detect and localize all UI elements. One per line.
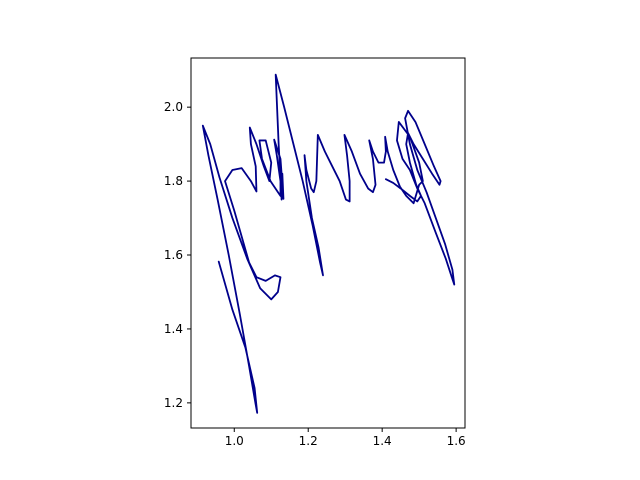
y-axis: 1.2 1.4 1.6 1.8 2.0 [164, 100, 191, 410]
y-tick-label-3: 1.8 [164, 174, 183, 188]
x-axis: 1.0 1.2 1.4 1.6 [225, 428, 466, 448]
x-tick-label-2: 1.4 [373, 434, 392, 448]
x-tick-label-3: 1.6 [447, 434, 466, 448]
y-tick-label-4: 2.0 [164, 100, 183, 114]
plot-background [191, 58, 465, 428]
x-tick-label-0: 1.0 [225, 434, 244, 448]
y-tick-label-2: 1.6 [164, 248, 183, 262]
x-tick-label-1: 1.2 [299, 434, 318, 448]
y-tick-label-0: 1.2 [164, 396, 183, 410]
y-tick-label-1: 1.4 [164, 322, 183, 336]
